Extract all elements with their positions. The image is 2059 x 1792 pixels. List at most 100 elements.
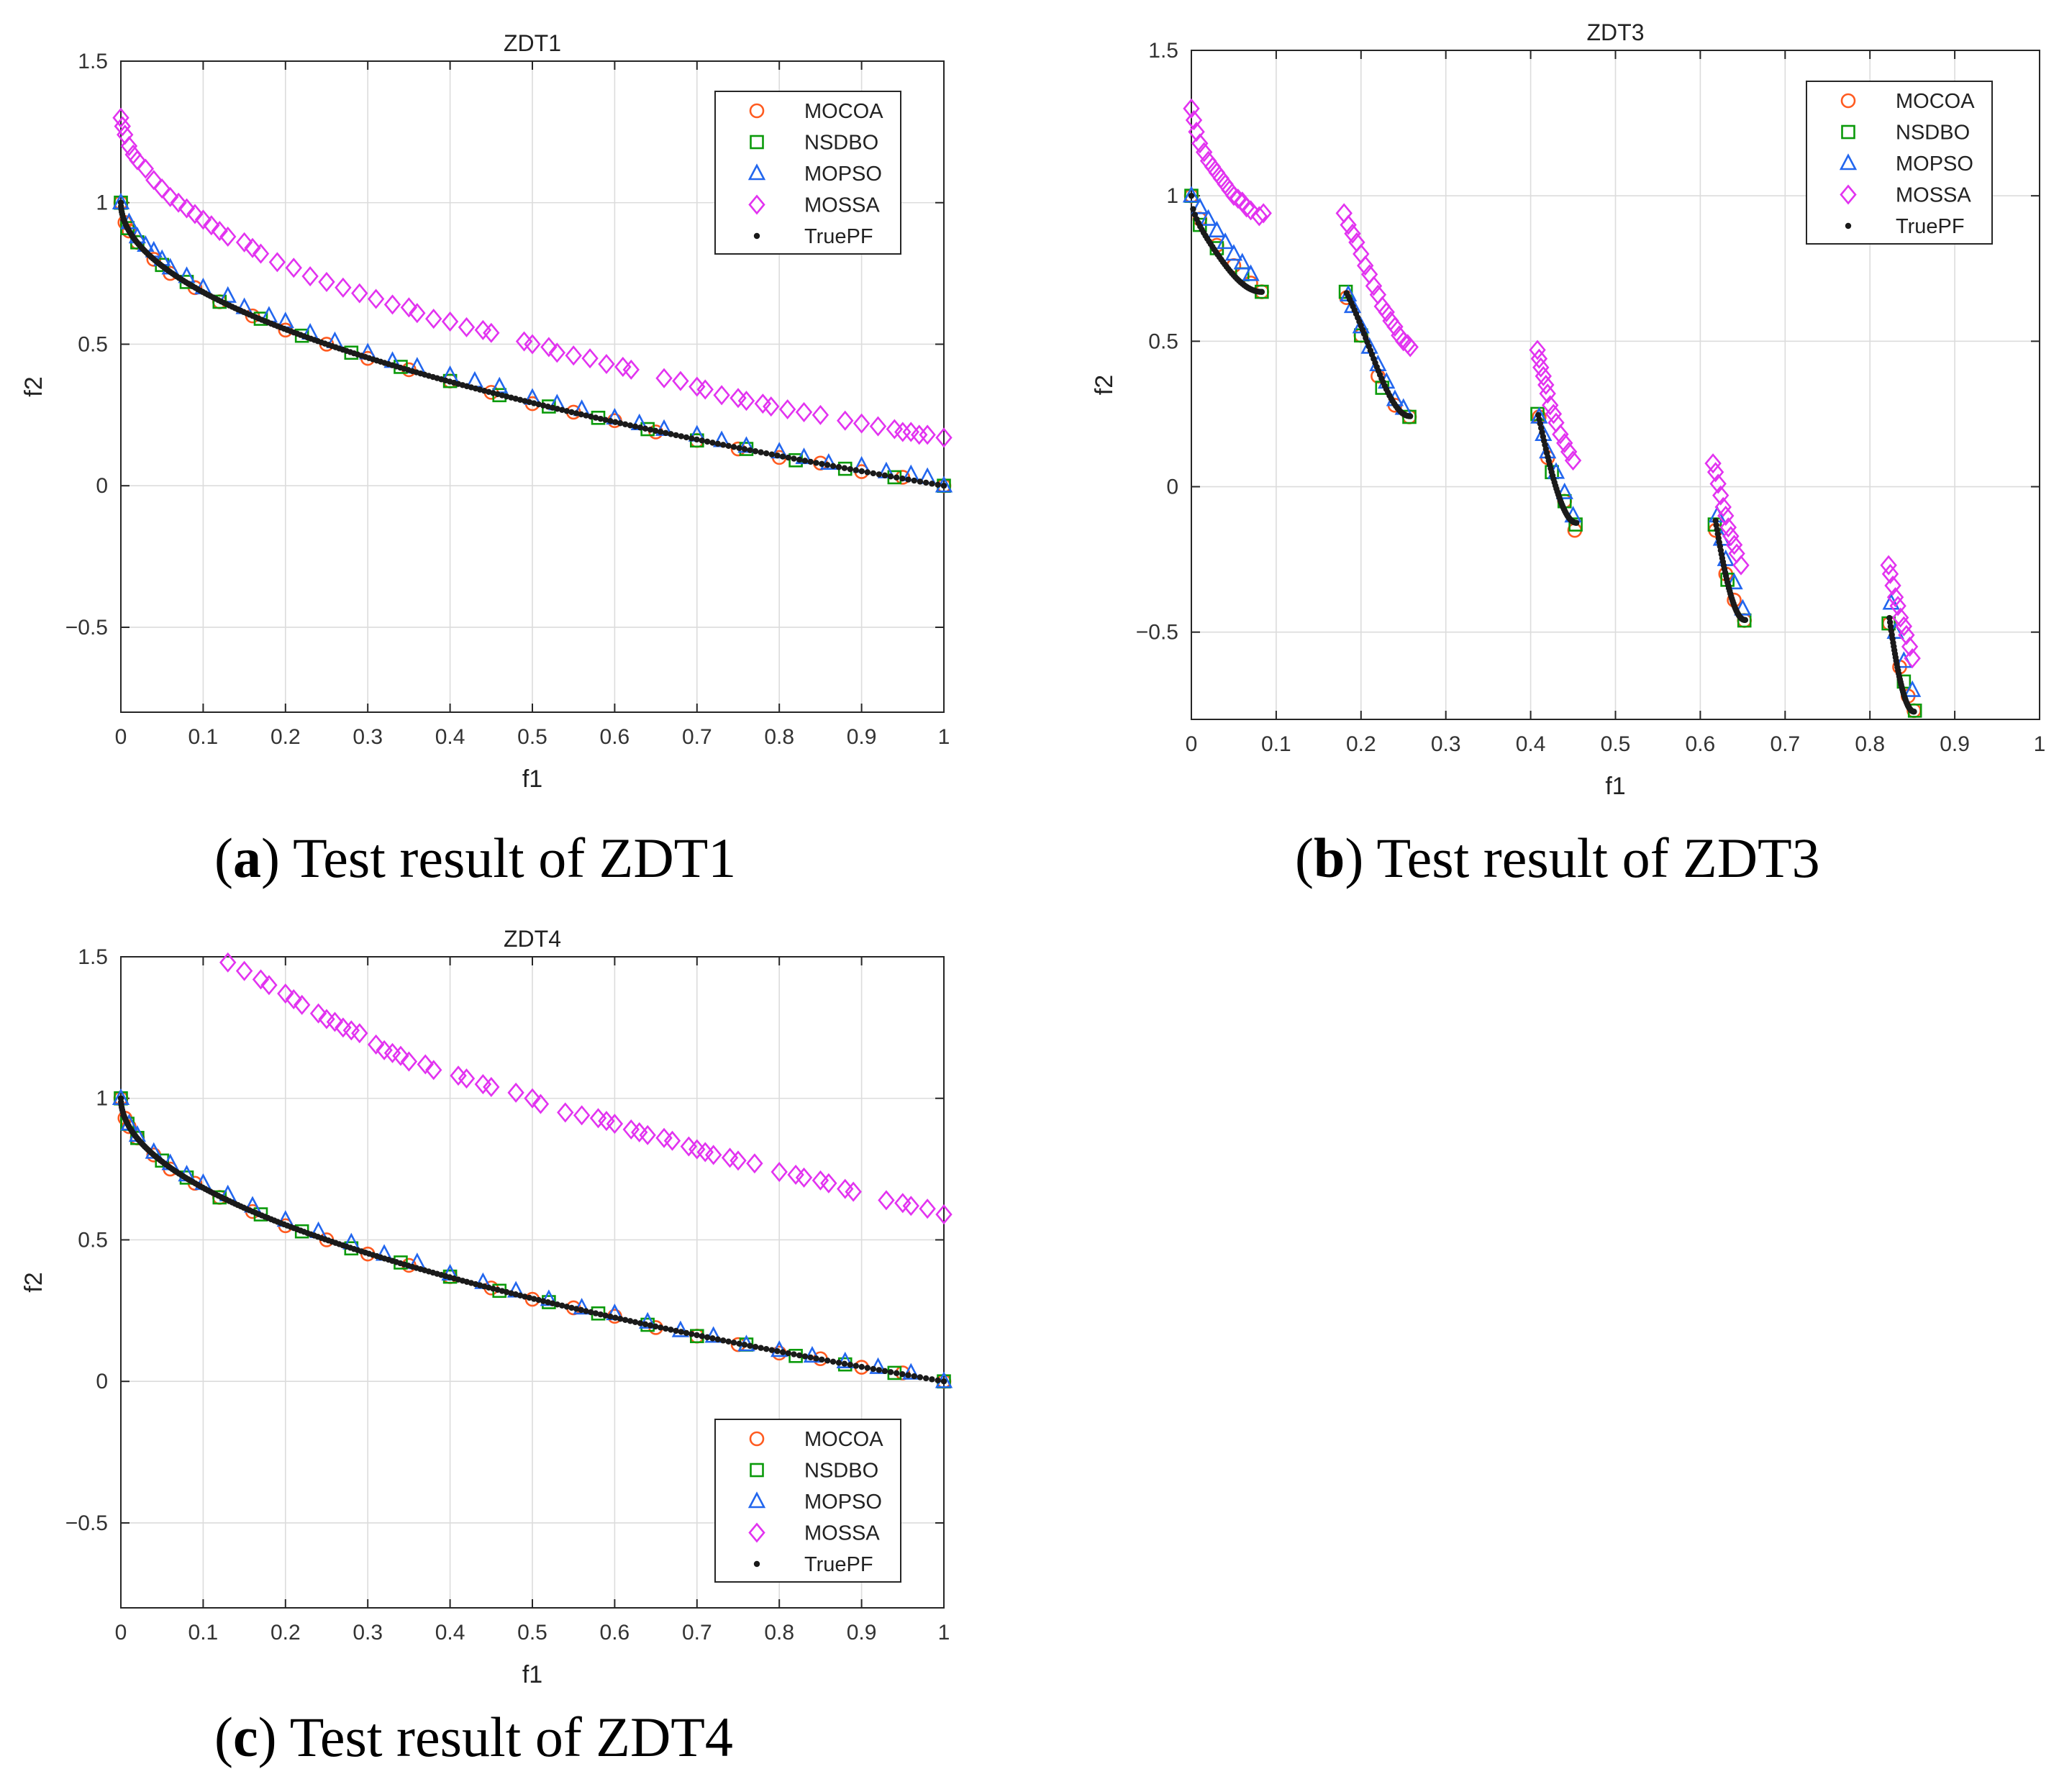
legend-label: NSDBO bbox=[804, 132, 878, 155]
y-tick-label: 1 bbox=[96, 191, 108, 215]
truepf-point bbox=[929, 1376, 935, 1383]
truepf-point bbox=[607, 417, 614, 424]
truepf-point bbox=[899, 1370, 906, 1378]
mossa-point bbox=[672, 370, 689, 391]
mopso-point bbox=[836, 1351, 854, 1368]
mopso-point bbox=[1555, 482, 1573, 499]
truepf-point bbox=[632, 1319, 639, 1326]
truepf-point bbox=[801, 1353, 809, 1360]
mossa-point bbox=[845, 1181, 862, 1202]
x-tick-label: 0.1 bbox=[188, 725, 219, 749]
dot-icon bbox=[753, 1560, 760, 1568]
x-tick-label: 0.4 bbox=[435, 1621, 465, 1645]
truepf-point bbox=[720, 442, 727, 448]
mossa-point bbox=[409, 303, 426, 324]
axes: 0 0.1 0.2 0.3 0.4 0.5 0.6 0.7 0.8 0.9 1 −0.5 0 0.5 1 1.… bbox=[20, 926, 950, 1688]
truepf-point bbox=[858, 468, 865, 475]
mopso-point bbox=[1208, 220, 1226, 237]
mossa-point bbox=[771, 1162, 788, 1183]
truepf-point bbox=[583, 412, 589, 419]
mossa-point bbox=[1889, 596, 1906, 617]
truepf-point bbox=[588, 1309, 594, 1316]
truepf-point bbox=[899, 475, 906, 482]
truepf-point bbox=[864, 469, 871, 476]
truepf-point bbox=[678, 1329, 684, 1335]
caption-letter: a bbox=[232, 827, 261, 889]
truepf-point bbox=[881, 472, 888, 479]
truepf-point bbox=[554, 406, 560, 412]
x-tick-label: 0.4 bbox=[435, 725, 465, 749]
x-tick-label: 0 bbox=[115, 725, 127, 749]
x-tick-label: 0 bbox=[1186, 732, 1198, 756]
truepf-point bbox=[694, 436, 700, 443]
circle-icon bbox=[749, 1431, 765, 1447]
legend-label: MOSSA bbox=[804, 1522, 880, 1545]
mossa-point bbox=[400, 1051, 418, 1072]
axes: 0 0.1 0.2 0.3 0.4 0.5 0.6 0.7 0.8 0.9 1 −0.5 0 0.5 1 1.… bbox=[1091, 19, 2045, 800]
mossa-point bbox=[663, 1130, 681, 1151]
y-axis-label: f2 bbox=[20, 376, 47, 396]
x-tick-label: 0.3 bbox=[353, 725, 383, 749]
mossa-point bbox=[1532, 357, 1550, 378]
legend-label: TruePF bbox=[804, 225, 873, 248]
mopso-point bbox=[1242, 264, 1260, 281]
mossa-point bbox=[729, 1150, 747, 1171]
circle-icon bbox=[1840, 93, 1856, 109]
mossa-point bbox=[1530, 348, 1548, 369]
mossa-point bbox=[1732, 555, 1750, 576]
mossa-point bbox=[1704, 453, 1722, 474]
truepf-point bbox=[554, 1301, 560, 1308]
series-mossa bbox=[1183, 98, 1921, 669]
truepf-point bbox=[704, 438, 711, 445]
mossa-point bbox=[853, 413, 871, 434]
caption-letter: c bbox=[232, 1706, 258, 1768]
mossa-point bbox=[737, 391, 755, 411]
mopso-point bbox=[803, 1346, 822, 1363]
legend-label: MOCOA bbox=[804, 1428, 883, 1451]
series-mossa bbox=[112, 107, 953, 448]
truepf-point bbox=[607, 1313, 614, 1320]
mossa-point bbox=[721, 1147, 739, 1168]
mossa-point bbox=[557, 1102, 574, 1123]
truepf-point bbox=[637, 424, 644, 431]
mossa-point bbox=[878, 1190, 895, 1211]
x-tick-label: 0.1 bbox=[188, 1621, 219, 1645]
mossa-point bbox=[1183, 98, 1200, 119]
truepf-point bbox=[870, 470, 877, 477]
mossa-point bbox=[194, 209, 212, 230]
truepf-point bbox=[763, 1345, 770, 1352]
truepf-point bbox=[785, 454, 791, 461]
mossa-point bbox=[1185, 110, 1203, 131]
mossa-point bbox=[400, 297, 418, 318]
truepf-point bbox=[876, 471, 883, 478]
mossa-point bbox=[1709, 473, 1727, 494]
truepf-point bbox=[935, 1377, 941, 1383]
truepf-point bbox=[853, 1363, 859, 1369]
x-tick-label: 0.3 bbox=[353, 1621, 383, 1645]
truepf-point bbox=[683, 434, 690, 441]
mossa-point bbox=[1714, 496, 1732, 517]
truepf-point bbox=[632, 423, 639, 430]
mossa-point bbox=[1395, 331, 1412, 352]
y-tick-label: 0 bbox=[1166, 476, 1178, 499]
truepf-point bbox=[503, 1288, 510, 1296]
truepf-point bbox=[887, 473, 894, 480]
mossa-point bbox=[137, 158, 155, 179]
mossa-point bbox=[837, 410, 854, 431]
mopso-point bbox=[1224, 244, 1243, 261]
mossa-point bbox=[622, 359, 640, 380]
truepf-point bbox=[917, 478, 924, 485]
x-tick-label: 0.7 bbox=[1770, 732, 1800, 756]
truepf-point bbox=[881, 1368, 888, 1375]
truepf-point bbox=[929, 481, 935, 487]
mossa-point bbox=[573, 1105, 591, 1126]
mossa-point bbox=[1378, 301, 1395, 322]
x-tick-label: 0.1 bbox=[1261, 732, 1291, 756]
mossa-point bbox=[1195, 142, 1213, 163]
truepf-point bbox=[535, 401, 542, 408]
truepf-point bbox=[796, 456, 803, 463]
y-tick-label: 1.5 bbox=[78, 945, 108, 969]
